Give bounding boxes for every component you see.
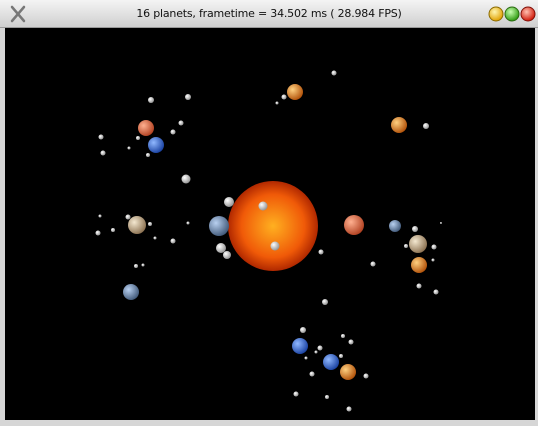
planets [123,84,427,380]
maximize-button[interactable] [504,6,520,22]
minimize-button[interactable] [488,6,504,22]
app-icon [10,5,26,23]
render-canvas [5,28,535,420]
moons [95,70,442,412]
sun [228,181,318,271]
window-title: 16 planets, frametime = 34.502 ms ( 28.9… [136,7,402,20]
title-icons [10,5,536,23]
title-bar: 16 planets, frametime = 34.502 ms ( 28.9… [0,0,538,28]
close-button[interactable] [520,6,536,22]
